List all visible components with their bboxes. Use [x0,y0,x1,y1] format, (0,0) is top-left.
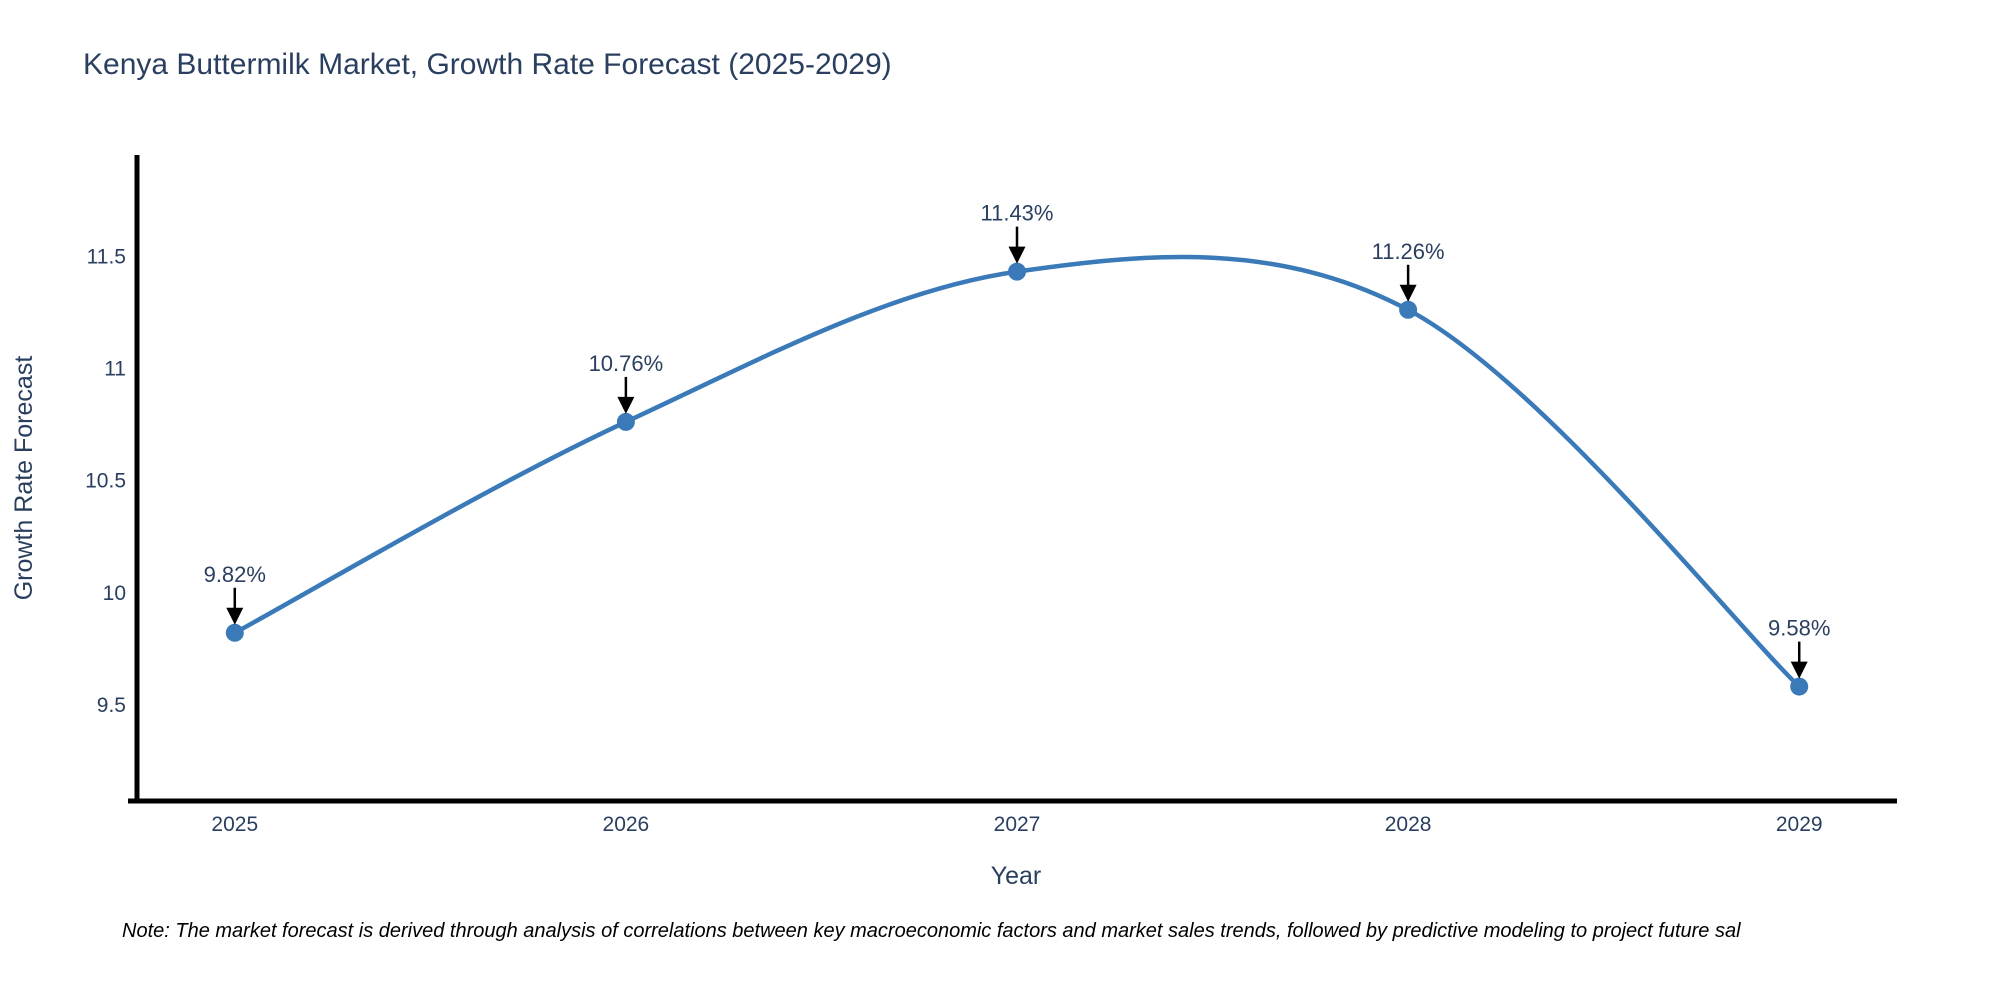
x-tick-label: 2028 [1385,813,1432,836]
annotations-group: 9.82% 10.76% 11.43% 11.26% 9.58% [204,201,1830,679]
data-point-label: 9.82% [204,562,266,587]
annotation-arrowhead [1399,284,1417,302]
annotation-arrowhead [1790,661,1808,679]
axes-group: 9.5 10 10.5 11 11.5 2025 2026 2027 2028 2029 [85,155,1897,836]
y-tick-label: 9.5 [97,694,126,717]
footnote: Note: The market forecast is derived thr… [122,920,1741,942]
x-tick-label: 2029 [1776,813,1823,836]
series-line [232,254,1802,689]
data-point-label: 10.76% [589,351,664,376]
chart-title: Kenya Buttermilk Market, Growth Rate For… [83,48,892,81]
annotation-arrowhead [1008,246,1026,264]
data-point-label: 9.58% [1768,616,1830,641]
data-point-marker [225,623,244,642]
data-point-label: 11.43% [981,201,1054,226]
y-tick-label: 10 [103,582,126,605]
x-tick-label: 2026 [603,813,650,836]
y-axis-title: Growth Rate Forecast [10,356,38,601]
y-tick-label: 11.5 [87,245,126,268]
data-point-marker [1399,300,1418,319]
y-tick-label: 11 [104,358,126,381]
data-point-marker [1008,262,1026,281]
annotation-arrowhead [617,396,635,414]
y-tick-label: 10.5 [85,470,126,493]
x-axis-title: Year [991,862,1042,890]
data-point-marker [616,412,635,431]
data-point-label: 11.26% [1372,239,1445,264]
series-group [225,254,1809,696]
x-tick-label: 2027 [994,813,1041,836]
data-point-marker [1790,677,1809,696]
x-tick-label: 2025 [211,813,258,836]
annotation-arrowhead [226,607,244,625]
